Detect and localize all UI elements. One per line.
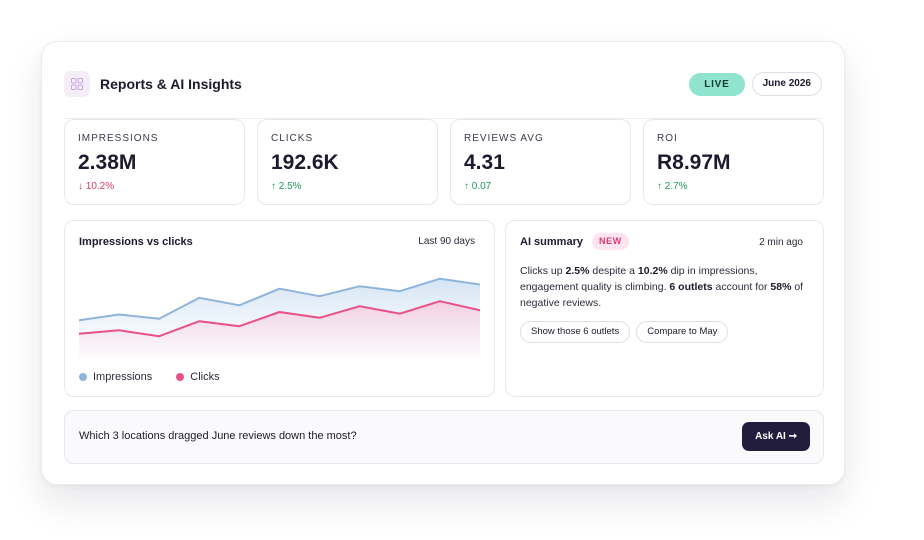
ask-ai-bar: Which 3 locations dragged June reviews d… [64, 410, 824, 464]
compare-to-may-button[interactable]: Compare to May [636, 321, 729, 343]
legend-item-impressions[interactable]: Impressions [79, 371, 152, 383]
series-line-impressions [79, 277, 480, 322]
chart-legend: Impressions Clicks [79, 371, 220, 383]
grid-icon [64, 71, 90, 97]
kpi-reviews-avg: REVIEWS AVG 4.31 ↑ 0.07 [450, 119, 631, 205]
legend-dot-icon [79, 373, 87, 381]
kpi-delta: ↓ 10.2% [78, 181, 115, 192]
legend-label: Impressions [93, 371, 153, 383]
area-chart [79, 277, 480, 357]
ai-summary-title: AI summary [520, 236, 583, 248]
legend-dot-icon [176, 373, 185, 381]
kpi-row: IMPRESSIONS 2.38M ↓ 10.2% CLICKS 192.6K … [64, 119, 824, 205]
kpi-clicks: CLICKS 192.6K ↑ 2.5% [257, 119, 438, 205]
arrow-down-icon: ↓ [78, 181, 83, 192]
timestamp: 2 min ago [759, 237, 803, 248]
period-selector[interactable]: June 2026 [751, 72, 822, 96]
ask-ai-button[interactable]: Ask AI ➞ [742, 422, 810, 451]
card-header: Reports & AI Insights LIVE June 2026 [64, 64, 822, 119]
kpi-impressions: IMPRESSIONS 2.38M ↓ 10.2% [64, 119, 245, 205]
kpi-label: ROI [657, 133, 678, 144]
kpi-delta: ↑ 0.07 [464, 181, 492, 192]
chart-panel: Impressions vs clicks Last 90 days Impre… [64, 220, 495, 397]
legend-item-clicks[interactable]: Clicks [176, 371, 220, 383]
live-badge: LIVE [689, 72, 745, 96]
kpi-label: REVIEWS AVG [464, 133, 544, 144]
ask-input[interactable]: Which 3 locations dragged June reviews d… [79, 430, 357, 442]
series-area-clicks [79, 301, 480, 357]
kpi-value: 2.38M [78, 151, 137, 174]
legend-label: Clicks [190, 371, 220, 383]
chart-range-selector[interactable]: Last 90 days [418, 236, 475, 247]
ai-summary-panel: AI summary NEW 2 min ago Clicks up 2.5% … [505, 220, 824, 397]
kpi-label: IMPRESSIONS [78, 133, 159, 144]
arrow-up-icon: ↑ [464, 181, 469, 192]
ai-actions: Show those 6 outlets Compare to May [520, 321, 729, 343]
series-line-clicks [79, 300, 480, 338]
kpi-delta: ↑ 2.7% [657, 181, 688, 192]
reports-card: Reports & AI Insights LIVE June 2026 IMP… [41, 41, 845, 485]
arrow-up-icon: ↑ [271, 181, 276, 192]
kpi-roi: ROI R8.97M ↑ 2.7% [643, 119, 824, 205]
chart-title: Impressions vs clicks [79, 236, 193, 248]
page-title: Reports & AI Insights [100, 76, 242, 92]
kpi-value: R8.97M [657, 151, 731, 174]
kpi-label: CLICKS [271, 133, 314, 144]
new-badge: NEW [592, 233, 629, 250]
kpi-value: 4.31 [464, 151, 505, 174]
ai-summary-text: Clicks up 2.5% despite a 10.2% dip in im… [520, 265, 804, 309]
kpi-delta: ↑ 2.5% [271, 181, 302, 192]
show-outlets-button[interactable]: Show those 6 outlets [520, 321, 631, 343]
arrow-up-icon: ↑ [657, 181, 662, 192]
kpi-value: 192.6K [271, 151, 339, 174]
